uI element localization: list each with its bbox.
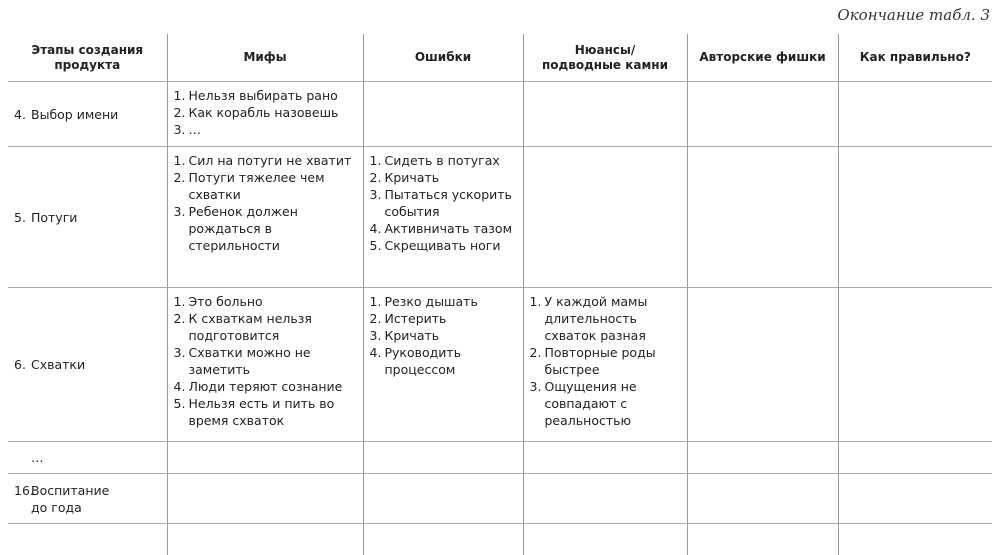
stage-cell: 4.Выбор имени — [8, 82, 167, 147]
list-item: 1.Резко дышать — [370, 293, 517, 310]
col-header-how-right: Как правильно? — [838, 34, 992, 82]
how-right-cell — [838, 147, 992, 288]
stage-name: Выбор имени — [31, 106, 118, 123]
nuances-list: 1.У каждой мамы длительность схваток раз… — [530, 293, 681, 429]
author-tricks-cell — [687, 474, 838, 524]
col-header-nuances: Нюансы/подводные камни — [523, 34, 687, 82]
table-row: 16.Воспитание до года — [8, 474, 992, 524]
author-tricks-cell — [687, 147, 838, 288]
col-header-author-tricks: Авторские фишки — [687, 34, 838, 82]
stage-cell: 16.Воспитание до года — [8, 474, 167, 524]
list-item: 3.Ребенок должен рождаться в стерильност… — [174, 203, 357, 254]
list-item: 3.Ощущения не совпадают с реальностью — [530, 378, 681, 429]
how-right-cell — [838, 82, 992, 147]
how-right-cell — [838, 474, 992, 524]
stage-name: … — [31, 449, 44, 466]
errors-cell — [363, 442, 523, 474]
list-item: 1.У каждой мамы длительность схваток раз… — [530, 293, 681, 344]
errors-cell — [363, 474, 523, 524]
list-item: 1.Нельзя выбирать рано — [174, 87, 357, 104]
list-item: 2.Потуги тяжелее чем схватки — [174, 169, 357, 203]
errors-cell — [363, 82, 523, 147]
author-tricks-cell — [687, 442, 838, 474]
list-item: 4.Активничать тазом — [370, 220, 517, 237]
table-caption: Окончание табл. 3 — [837, 6, 990, 24]
list-item: 2.Как корабль назовешь — [174, 104, 357, 121]
list-item: 4.Люди теряют сознание — [174, 378, 357, 395]
author-tricks-cell — [687, 288, 838, 442]
stage-name: Потуги — [31, 209, 77, 226]
col-header-myths: Мифы — [167, 34, 363, 82]
list-item: 5.Нельзя есть и пить во время схваток — [174, 395, 357, 429]
empty-table-row — [8, 524, 992, 555]
list-item: 1.Сил на потуги не хватит — [174, 152, 357, 169]
myths-cell — [167, 474, 363, 524]
list-item: 3.… — [174, 121, 357, 138]
nuances-cell — [523, 442, 687, 474]
nuances-cell — [523, 147, 687, 288]
list-item: 2.Кричать — [370, 169, 517, 186]
list-item: 2.Истерить — [370, 310, 517, 327]
stages-table: Этапы создания продукта Мифы Ошибки Нюан… — [8, 34, 992, 555]
how-right-cell — [838, 288, 992, 442]
list-item: 3.Схватки можно не заметить — [174, 344, 357, 378]
col-header-errors: Ошибки — [363, 34, 523, 82]
table-row: … — [8, 442, 992, 474]
stage-name: Схватки — [31, 356, 85, 373]
stage-cell: 5.Потуги — [8, 147, 167, 288]
list-item: 5.Скрещивать ноги — [370, 237, 517, 254]
list-item: 3.Пытаться ускорить события — [370, 186, 517, 220]
nuances-cell: 1.У каждой мамы длительность схваток раз… — [523, 288, 687, 442]
stage-cell: … — [8, 442, 167, 474]
myths-cell — [167, 442, 363, 474]
list-item: 3.Кричать — [370, 327, 517, 344]
nuances-cell — [523, 82, 687, 147]
nuances-cell — [523, 474, 687, 524]
header-row: Этапы создания продукта Мифы Ошибки Нюан… — [8, 34, 992, 82]
list-item: 1.Сидеть в потугах — [370, 152, 517, 169]
list-item: 2.Повторные роды быстрее — [530, 344, 681, 378]
author-tricks-cell — [687, 82, 838, 147]
list-item: 4.Руководить процессом — [370, 344, 517, 378]
col-header-stages: Этапы создания продукта — [8, 34, 167, 82]
list-item: 1.Это больно — [174, 293, 357, 310]
list-item: 2.К схваткам нельзя подготовится — [174, 310, 357, 344]
stage-cell: 6.Схватки — [8, 288, 167, 442]
how-right-cell — [838, 442, 992, 474]
stage-name: Воспитание до года — [31, 482, 126, 516]
